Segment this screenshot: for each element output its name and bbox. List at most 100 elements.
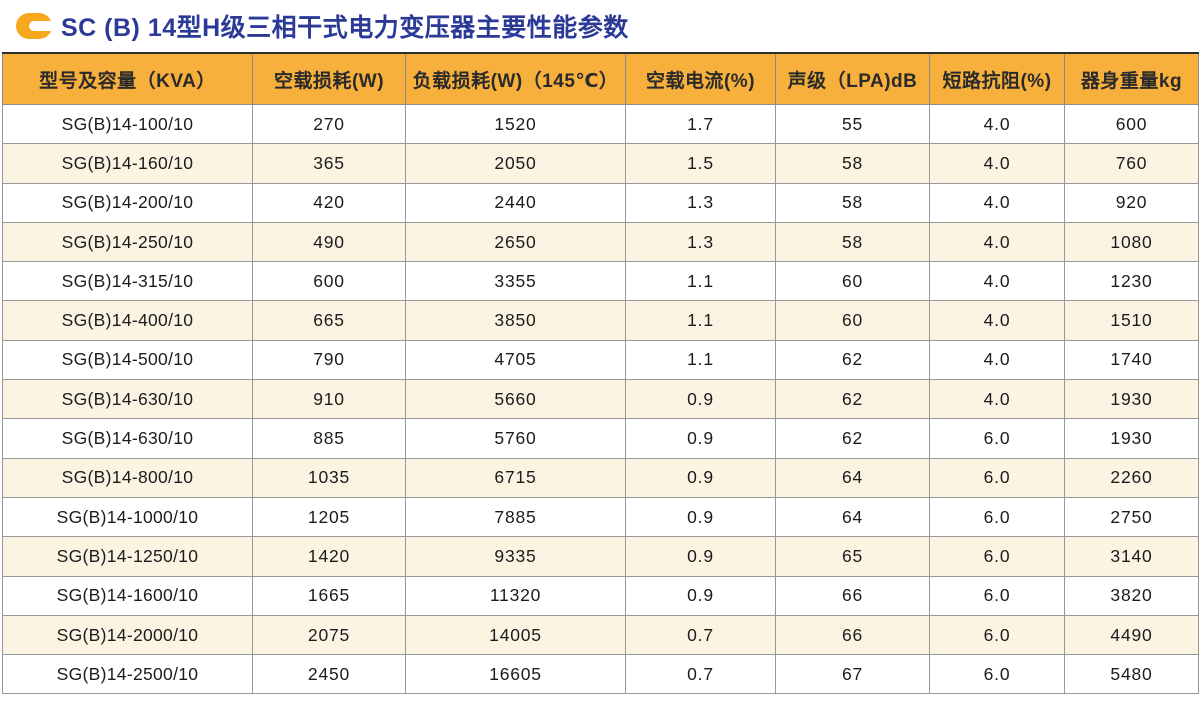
value-cell: 790 [252, 339, 406, 381]
value-cell: 600 [1064, 103, 1199, 145]
value-cell: 62 [775, 379, 930, 420]
value-cell: 1035 [252, 457, 406, 498]
value-cell: 1.1 [625, 261, 776, 302]
table-row: SG(B)14-1600/10 1665 11320 0.9 66 6.0 3820 [2, 575, 1199, 616]
value-cell: 66 [775, 575, 930, 616]
value-cell: 665 [252, 300, 406, 341]
page-title: SC (B) 14型H级三相干式电力变压器主要性能参数 [61, 14, 629, 42]
value-cell: 0.9 [625, 575, 776, 616]
value-cell: 4.0 [929, 182, 1065, 223]
value-cell: 4.0 [929, 379, 1065, 420]
value-cell: 6.0 [929, 614, 1065, 656]
value-cell: 14005 [405, 614, 626, 656]
value-cell: 62 [775, 339, 930, 381]
value-cell: 4.0 [929, 300, 1065, 341]
value-cell: 0.9 [625, 496, 776, 538]
c-arrow-icon [16, 13, 53, 39]
value-cell: 6.0 [929, 457, 1065, 498]
value-cell: 65 [775, 536, 930, 577]
value-cell: 1.7 [625, 103, 776, 145]
value-cell: 910 [252, 379, 406, 420]
value-cell: 4490 [1064, 614, 1199, 656]
column-header-2: 负载损耗(W)（145℃） [405, 52, 626, 105]
model-cell: SG(B)14-1000/10 [2, 496, 253, 538]
value-cell: 16605 [405, 654, 626, 695]
value-cell: 11320 [405, 575, 626, 616]
table-header-row: 型号及容量（KVA） 空载损耗(W) 负载损耗(W)（145℃） 空载电流(%) 声级（… [2, 52, 1199, 105]
table-body: SG(B)14-100/10 270 1520 1.7 55 4.0 600 SG(B)14-… [2, 103, 1199, 695]
value-cell: 5660 [405, 379, 626, 420]
value-cell: 1.5 [625, 143, 776, 184]
model-cell: SG(B)14-1250/10 [2, 536, 253, 577]
value-cell: 6715 [405, 457, 626, 498]
value-cell: 1.3 [625, 182, 776, 223]
model-cell: SG(B)14-250/10 [2, 221, 253, 263]
model-cell: SG(B)14-500/10 [2, 339, 253, 381]
value-cell: 67 [775, 654, 930, 695]
table-row: SG(B)14-630/10 910 5660 0.9 62 4.0 1930 [2, 379, 1199, 420]
value-cell: 5760 [405, 418, 626, 459]
value-cell: 1230 [1064, 261, 1199, 302]
value-cell: 2050 [405, 143, 626, 184]
value-cell: 3850 [405, 300, 626, 341]
value-cell: 58 [775, 182, 930, 223]
table-row: SG(B)14-400/10 665 3850 1.1 60 4.0 1510 [2, 300, 1199, 341]
value-cell: 3355 [405, 261, 626, 302]
table-row: SG(B)14-800/10 1035 6715 0.9 64 6.0 2260 [2, 457, 1199, 498]
column-header-1: 空载损耗(W) [252, 52, 406, 105]
table-row: SG(B)14-315/10 600 3355 1.1 60 4.0 1230 [2, 261, 1199, 302]
model-cell: SG(B)14-630/10 [2, 379, 253, 420]
value-cell: 0.9 [625, 379, 776, 420]
value-cell: 365 [252, 143, 406, 184]
value-cell: 4.0 [929, 221, 1065, 263]
value-cell: 1080 [1064, 221, 1199, 263]
value-cell: 58 [775, 143, 930, 184]
table-row: SG(B)14-500/10 790 4705 1.1 62 4.0 1740 [2, 339, 1199, 381]
value-cell: 0.7 [625, 614, 776, 656]
value-cell: 1.3 [625, 221, 776, 263]
model-cell: SG(B)14-800/10 [2, 457, 253, 498]
value-cell: 270 [252, 103, 406, 145]
model-cell: SG(B)14-2000/10 [2, 614, 253, 656]
table-row: SG(B)14-1250/10 1420 9335 0.9 65 6.0 3140 [2, 536, 1199, 577]
model-cell: SG(B)14-315/10 [2, 261, 253, 302]
value-cell: 4.0 [929, 339, 1065, 381]
value-cell: 62 [775, 418, 930, 459]
value-cell: 1740 [1064, 339, 1199, 381]
value-cell: 760 [1064, 143, 1199, 184]
value-cell: 6.0 [929, 575, 1065, 616]
value-cell: 6.0 [929, 654, 1065, 695]
table-row: SG(B)14-1000/10 1205 7885 0.9 64 6.0 2750 [2, 496, 1199, 538]
value-cell: 885 [252, 418, 406, 459]
value-cell: 6.0 [929, 496, 1065, 538]
table-row: SG(B)14-160/10 365 2050 1.5 58 4.0 760 [2, 143, 1199, 184]
model-cell: SG(B)14-1600/10 [2, 575, 253, 616]
title-bar: SC (B) 14型H级三相干式电力变压器主要性能参数 [0, 0, 1200, 52]
value-cell: 1930 [1064, 379, 1199, 420]
value-cell: 1420 [252, 536, 406, 577]
value-cell: 5480 [1064, 654, 1199, 695]
value-cell: 420 [252, 182, 406, 223]
model-cell: SG(B)14-200/10 [2, 182, 253, 223]
value-cell: 2650 [405, 221, 626, 263]
model-cell: SG(B)14-630/10 [2, 418, 253, 459]
value-cell: 6.0 [929, 418, 1065, 459]
value-cell: 7885 [405, 496, 626, 538]
value-cell: 3820 [1064, 575, 1199, 616]
value-cell: 60 [775, 261, 930, 302]
value-cell: 2440 [405, 182, 626, 223]
value-cell: 55 [775, 103, 930, 145]
value-cell: 4.0 [929, 261, 1065, 302]
value-cell: 58 [775, 221, 930, 263]
value-cell: 600 [252, 261, 406, 302]
column-header-5: 短路抗阻(%) [929, 52, 1065, 105]
value-cell: 0.7 [625, 654, 776, 695]
table-row: SG(B)14-100/10 270 1520 1.7 55 4.0 600 [2, 103, 1199, 145]
value-cell: 4.0 [929, 143, 1065, 184]
column-header-4: 声级（LPA)dB [775, 52, 930, 105]
value-cell: 1.1 [625, 300, 776, 341]
value-cell: 1510 [1064, 300, 1199, 341]
value-cell: 1205 [252, 496, 406, 538]
value-cell: 66 [775, 614, 930, 656]
